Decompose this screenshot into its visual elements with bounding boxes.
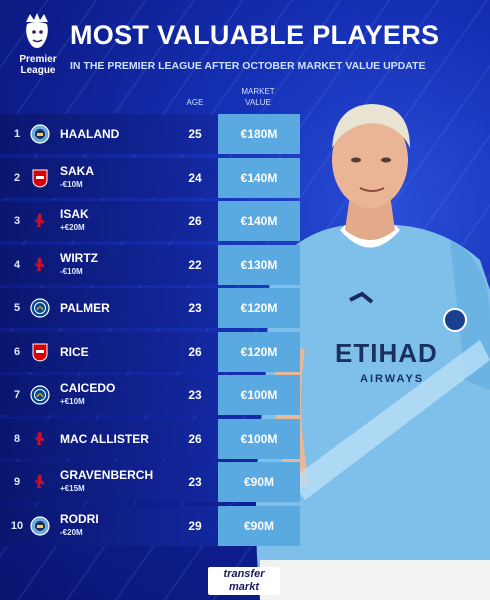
player-name: SAKA <box>60 163 95 178</box>
player-age: 22 <box>188 257 202 272</box>
player-row: 6 RICE 26 €120M <box>0 331 300 372</box>
value-cell-bg <box>218 244 300 285</box>
value-cell-bg <box>218 375 300 415</box>
market-value: €130M <box>240 257 278 272</box>
player-name: MAC ALLISTER <box>60 431 149 446</box>
player-row: 2 SAKA -€10M 24 €140M <box>0 157 300 198</box>
lion-crown-icon <box>26 13 48 48</box>
player-row: 1 HAALAND 25 €180M <box>0 114 300 154</box>
value-cell-bg <box>218 505 300 546</box>
player-age: 26 <box>188 344 202 359</box>
value-change: +€10M <box>60 397 85 406</box>
chelsea-crest <box>30 385 50 405</box>
arsenal-crest <box>30 168 50 188</box>
player-rank: 10 <box>10 519 24 532</box>
chelsea-crest <box>30 298 50 318</box>
player-row: 10 RODRI -€20M 29 €90M <box>0 505 300 546</box>
player-rank: 5 <box>13 302 21 314</box>
column-header-market-value-line-1: MARKET <box>241 87 275 96</box>
player-row: 7 CAICEDO +€10M 23 €100M <box>0 375 300 415</box>
logo-text-line-1: Premier <box>19 54 57 65</box>
player-name: WIRTZ <box>60 250 98 265</box>
value-cell-bg <box>218 331 300 372</box>
premier-league-logo: Premier League <box>12 10 62 82</box>
logo-text-line-2: League <box>20 65 56 76</box>
player-age: 24 <box>188 170 202 185</box>
market-value: €140M <box>240 170 278 185</box>
value-cell-bg <box>218 288 300 328</box>
player-age: 23 <box>188 301 202 315</box>
liverpool-crest <box>30 472 50 492</box>
player-name: PALMER <box>60 301 110 315</box>
market-value: €120M <box>240 344 278 359</box>
player-rank: 6 <box>13 345 21 358</box>
liverpool-crest <box>30 211 50 231</box>
value-cell-bg <box>218 114 300 154</box>
liverpool-crest <box>30 429 50 449</box>
value-cell-bg <box>218 462 300 502</box>
player-rank: 4 <box>13 258 21 271</box>
market-value: €140M <box>240 214 278 228</box>
man-city-crest <box>30 124 50 144</box>
market-value: €100M <box>240 388 278 402</box>
player-row: 8 MAC ALLISTER 26 €100M <box>0 418 300 459</box>
value-cell-bg <box>218 418 300 459</box>
shirt-sponsor: ETIHAD <box>335 338 438 368</box>
player-rank: 1 <box>13 128 21 140</box>
market-value: €100M <box>240 431 278 446</box>
market-value: €90M <box>243 475 275 489</box>
player-rank: 8 <box>13 432 21 445</box>
liverpool-crest <box>30 255 50 275</box>
page-subtitle: IN THE PREMIER LEAGUE AFTER OCTOBER MARK… <box>70 60 426 72</box>
player-age: 23 <box>188 475 202 489</box>
transfermarkt-logo-line-2: markt <box>229 581 259 593</box>
transfermarkt-logo: transfer markt <box>208 567 280 595</box>
player-rank: 3 <box>13 215 21 227</box>
player-rank: 7 <box>13 389 21 401</box>
arsenal-crest <box>30 342 50 362</box>
market-value: €180M <box>240 127 278 141</box>
player-name: RODRI <box>60 511 99 526</box>
value-change: -€20M <box>60 527 83 537</box>
player-row: 4 WIRTZ -€10M 22 €130M <box>0 244 300 285</box>
man-city-crest <box>30 515 50 536</box>
player-name: RICE <box>60 344 89 359</box>
player-age: 25 <box>188 127 202 141</box>
player-row: 5 PALMER 23 €120M <box>0 288 300 328</box>
value-change: +€20M <box>60 223 85 232</box>
player-rank: 9 <box>13 476 21 488</box>
column-header-market-value-line-2: VALUE <box>245 98 271 107</box>
player-age: 26 <box>188 431 202 446</box>
player-name: ISAK <box>60 207 89 221</box>
player-name: GRAVENBERCH <box>60 468 154 482</box>
player-age: 23 <box>188 388 202 402</box>
shirt-sponsor-sub: AIRWAYS <box>360 373 424 385</box>
player-row: 9 GRAVENBERCH +€15M 23 €90M <box>0 462 300 502</box>
value-change: -€10M <box>60 179 83 189</box>
player-rank: 2 <box>13 171 21 184</box>
column-header-market-value: MARKET VALUE <box>228 86 288 108</box>
value-change: +€15M <box>60 484 85 493</box>
player-name: HAALAND <box>60 127 120 141</box>
column-header-age: AGE <box>186 98 204 107</box>
player-age: 26 <box>188 214 202 228</box>
player-row: 3 ISAK +€20M 26 €140M <box>0 201 300 241</box>
page-title: MOST VALUABLE PLAYERS <box>70 20 440 50</box>
value-change: -€10M <box>60 266 83 276</box>
market-value: €90M <box>243 518 275 533</box>
player-name: CAICEDO <box>60 381 116 395</box>
player-age: 29 <box>188 518 202 533</box>
value-cell-bg <box>218 157 300 198</box>
value-cell-bg <box>218 201 300 241</box>
market-value: €120M <box>240 301 278 315</box>
transfermarkt-logo-line-1: transfer <box>223 568 265 580</box>
